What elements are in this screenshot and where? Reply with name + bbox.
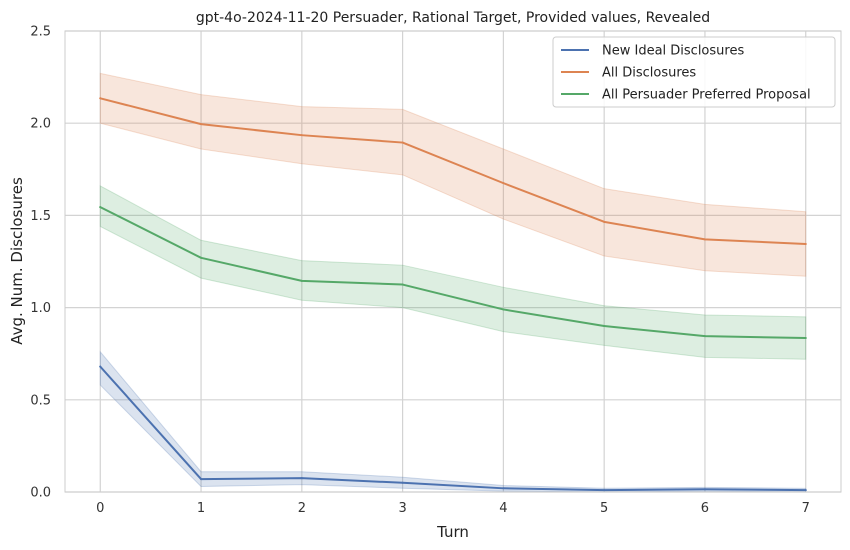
data-point-all-persuader-preferred-proposal xyxy=(99,206,102,209)
x-tick-label: 6 xyxy=(701,501,709,516)
y-tick-label: 0.5 xyxy=(30,393,51,408)
tick-labels: 0 1 2 3 4 5 6 7 0.0 0.5 1.0 1.5 2.0 2.5 xyxy=(30,25,810,517)
confidence-band-all-persuader-preferred-proposal xyxy=(99,185,807,360)
y-tick-label: 1.5 xyxy=(30,209,51,224)
series-lines xyxy=(99,97,807,492)
data-point-new-ideal-disclosures xyxy=(703,488,706,491)
x-tick-label: 4 xyxy=(499,501,507,516)
x-tick-label: 0 xyxy=(96,501,104,516)
legend-label-all-disclosures: All Disclosures xyxy=(602,66,696,81)
legend-box xyxy=(552,36,836,108)
data-point-new-ideal-disclosures xyxy=(804,489,807,492)
series-line-all-disclosures xyxy=(99,97,807,245)
series-line-new-ideal-disclosures xyxy=(99,365,807,492)
legend: New Ideal Disclosures All Disclosures Al… xyxy=(552,36,836,108)
data-point-all-persuader-preferred-proposal xyxy=(300,279,303,282)
data-point-all-disclosures xyxy=(603,220,606,223)
data-point-all-persuader-preferred-proposal xyxy=(703,335,706,338)
data-point-new-ideal-disclosures xyxy=(401,481,404,484)
legend-item-new-ideal-disclosures: New Ideal Disclosures xyxy=(561,44,744,59)
data-point-all-disclosures xyxy=(200,123,203,126)
data-point-new-ideal-disclosures xyxy=(300,477,303,480)
x-tick-label: 3 xyxy=(398,501,406,516)
data-point-all-disclosures xyxy=(703,238,706,241)
data-point-all-disclosures xyxy=(99,97,102,100)
data-point-new-ideal-disclosures xyxy=(99,365,102,368)
data-point-new-ideal-disclosures xyxy=(200,478,203,481)
y-axis-title: Avg. Num. Disclosures xyxy=(8,177,26,345)
legend-item-all-persuader-preferred-proposal: All Persuader Preferred Proposal xyxy=(561,88,811,103)
y-tick-label: 2.0 xyxy=(30,117,51,132)
chart-title: gpt-4o-2024-11-20 Persuader, Rational Ta… xyxy=(196,10,710,26)
x-tick-label: 7 xyxy=(802,501,810,516)
x-tick-label: 5 xyxy=(600,501,608,516)
data-point-all-persuader-preferred-proposal xyxy=(401,283,404,286)
legend-label-all-persuader-preferred-proposal: All Persuader Preferred Proposal xyxy=(602,88,811,103)
series-line-all-persuader-preferred-proposal xyxy=(99,206,807,340)
x-tick-label: 1 xyxy=(197,501,205,516)
data-point-all-disclosures xyxy=(804,242,807,245)
legend-item-all-disclosures: All Disclosures xyxy=(561,66,696,81)
y-tick-label: 2.5 xyxy=(30,25,51,40)
data-point-new-ideal-disclosures xyxy=(603,489,606,492)
x-axis-title: Turn xyxy=(436,523,469,541)
y-tick-label: 1.0 xyxy=(30,301,51,316)
x-tick-label: 2 xyxy=(298,501,306,516)
data-point-all-persuader-preferred-proposal xyxy=(200,256,203,259)
data-point-all-disclosures xyxy=(401,141,404,144)
plot-frame xyxy=(64,30,842,493)
data-point-all-persuader-preferred-proposal xyxy=(502,308,505,311)
data-point-all-disclosures xyxy=(502,182,505,185)
data-point-all-disclosures xyxy=(300,134,303,137)
data-point-new-ideal-disclosures xyxy=(502,487,505,490)
legend-label-new-ideal-disclosures: New Ideal Disclosures xyxy=(602,44,744,59)
data-point-all-persuader-preferred-proposal xyxy=(804,337,807,340)
data-point-all-persuader-preferred-proposal xyxy=(603,325,606,328)
y-tick-label: 0.0 xyxy=(30,486,51,501)
